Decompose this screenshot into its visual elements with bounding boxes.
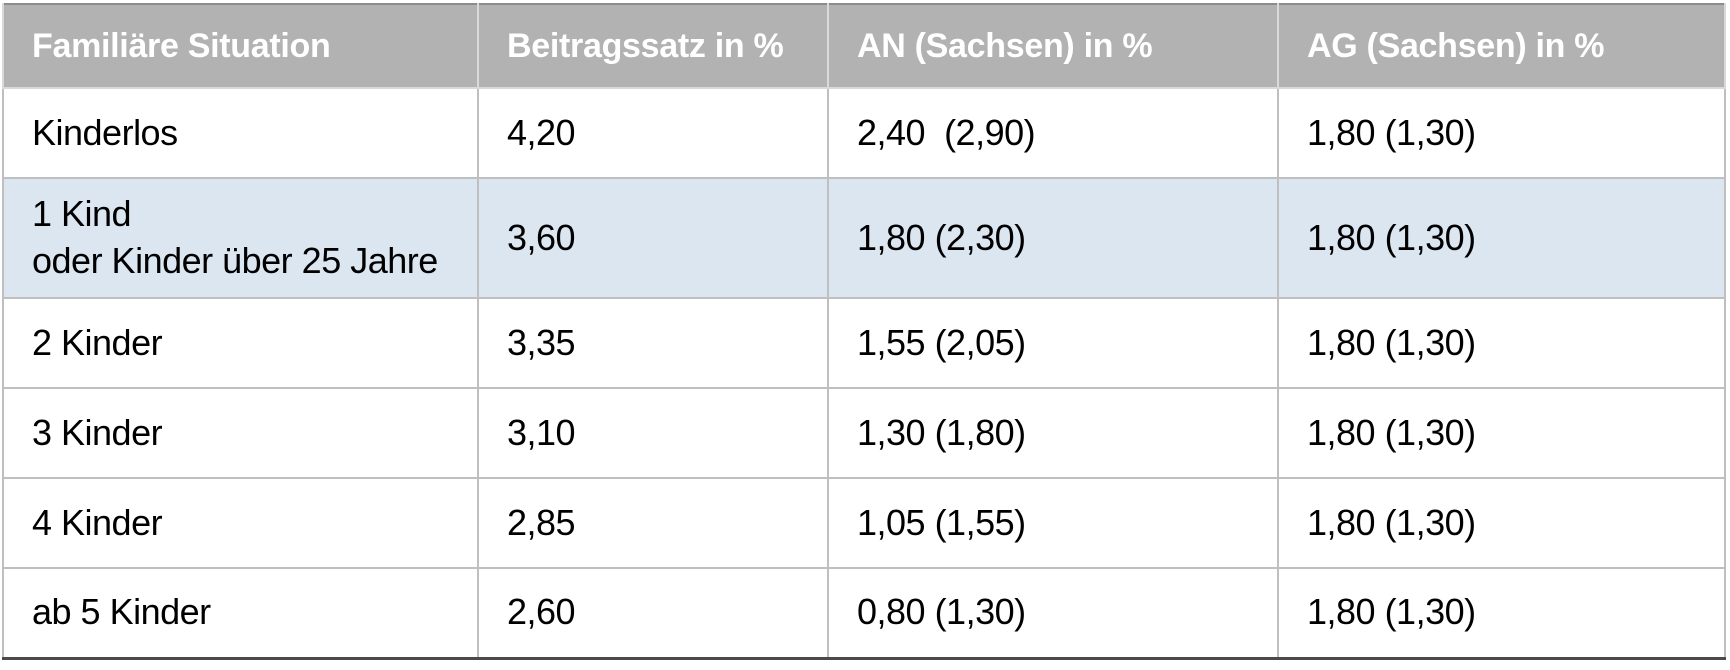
cell-situation: Kinderlos [2,87,479,179]
contribution-rates-table: Familiäre Situation Beitragssatz in % AN… [2,3,1726,660]
cell-ag: 1,80 (1,30) [1277,567,1726,659]
cell-beitragssatz: 4,20 [477,87,829,179]
column-header-ag-sachsen: AG (Sachsen) in % [1277,4,1726,89]
table-row-ab-5-kinder: ab 5 Kinder 2,60 0,80 (1,30) 1,80 (1,30) [2,567,1726,659]
cell-situation: 4 Kinder [2,477,479,569]
cell-an: 0,80 (1,30) [827,567,1279,659]
table-row-4-kinder: 4 Kinder 2,85 1,05 (1,55) 1,80 (1,30) [2,477,1726,569]
cell-beitragssatz: 3,35 [477,297,829,389]
table-row-3-kinder: 3 Kinder 3,10 1,30 (1,80) 1,80 (1,30) [2,387,1726,479]
cell-beitragssatz: 2,60 [477,567,829,659]
cell-ag: 1,80 (1,30) [1277,177,1726,299]
cell-ag: 1,80 (1,30) [1277,87,1726,179]
column-header-beitragssatz: Beitragssatz in % [477,4,829,89]
cell-an: 1,55 (2,05) [827,297,1279,389]
cell-ag: 1,80 (1,30) [1277,387,1726,479]
cell-an: 1,80 (2,30) [827,177,1279,299]
cell-an: 2,40 (2,90) [827,87,1279,179]
cell-beitragssatz: 3,10 [477,387,829,479]
cell-situation: 3 Kinder [2,387,479,479]
table-row-kinderlos: Kinderlos 4,20 2,40 (2,90) 1,80 (1,30) [2,87,1726,179]
cell-ag: 1,80 (1,30) [1277,297,1726,389]
column-header-an-sachsen: AN (Sachsen) in % [827,4,1279,89]
cell-situation: 2 Kinder [2,297,479,389]
cell-beitragssatz: 3,60 [477,177,829,299]
cell-an: 1,30 (1,80) [827,387,1279,479]
cell-an: 1,05 (1,55) [827,477,1279,569]
cell-ag: 1,80 (1,30) [1277,477,1726,569]
cell-situation: ab 5 Kinder [2,567,479,659]
table-row-1-kind: 1 Kind oder Kinder über 25 Jahre 3,60 1,… [2,177,1726,299]
cell-beitragssatz: 2,85 [477,477,829,569]
header-row: Familiäre Situation Beitragssatz in % AN… [2,4,1726,89]
cell-situation: 1 Kind oder Kinder über 25 Jahre [2,177,479,299]
column-header-familiaere-situation: Familiäre Situation [2,4,479,89]
table-row-2-kinder: 2 Kinder 3,35 1,55 (2,05) 1,80 (1,30) [2,297,1726,389]
